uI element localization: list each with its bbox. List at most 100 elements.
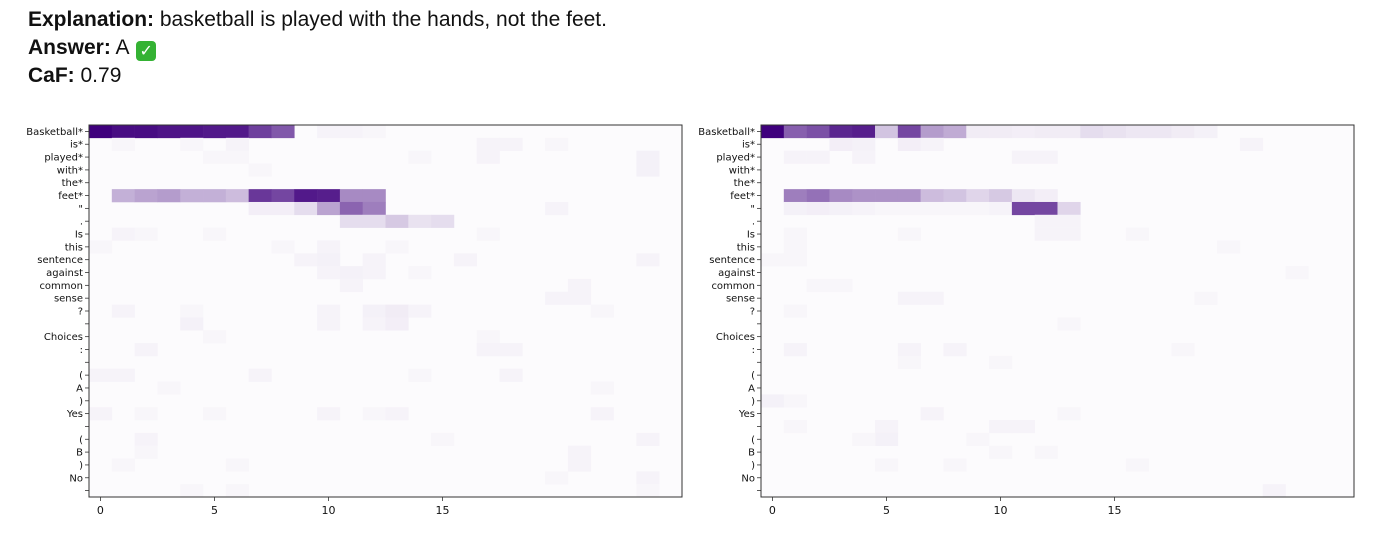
heatmap-cell: [567, 291, 592, 305]
x-tick-label: 10: [321, 504, 335, 517]
heatmap-cell: [806, 189, 830, 203]
heatmap-cell: [476, 150, 500, 164]
heatmap-cell: [431, 432, 455, 446]
heatmap-cell: [829, 125, 853, 139]
heatmap-cell: [875, 432, 899, 446]
heatmap-cell: [545, 137, 569, 151]
heatmap-cell: [203, 189, 227, 203]
heatmap-cell: [385, 240, 409, 254]
heatmap-cell: [920, 125, 944, 139]
x-tick-label: 0: [97, 504, 104, 517]
heatmap-cell: [966, 125, 990, 139]
x-tick-label: 5: [883, 504, 890, 517]
heatmap-cell: [852, 125, 876, 139]
heatmap-cell: [362, 304, 386, 318]
heatmap-cell: [476, 137, 500, 151]
heatmap-cell: [157, 189, 181, 203]
heatmap-cell: [829, 201, 853, 216]
heatmap-cell: [111, 137, 135, 151]
heatmap-cell: [590, 381, 614, 395]
y-tick-label: the*: [62, 178, 83, 189]
heatmap-cell: [989, 355, 1013, 370]
heatmap-cell: [1011, 201, 1035, 216]
heatmap-cell: [1125, 227, 1150, 241]
heatmap-cell: [897, 201, 921, 216]
heatmap-cell: [203, 125, 227, 139]
heatmap-cell: [339, 125, 363, 139]
y-tick-label: Yes: [66, 409, 83, 420]
heatmap-cell: [203, 330, 227, 344]
heatmap-cell: [248, 189, 272, 203]
heatmap-cell: [499, 368, 523, 382]
caf-label: CaF:: [28, 64, 75, 87]
heatmap-cell: [829, 137, 853, 151]
y-tick-label: A: [748, 383, 755, 394]
heatmap-cell: [783, 240, 807, 254]
heatmap-cell: [545, 201, 569, 216]
heatmap-cell: [636, 253, 660, 267]
heatmap-cell: [362, 125, 386, 139]
heatmap-cell: [636, 150, 660, 164]
heatmap-cell: [408, 214, 432, 228]
y-tick-label: Choices: [44, 332, 83, 343]
heatmap-cell: [1057, 201, 1081, 216]
y-tick-label: sentence: [37, 255, 83, 266]
heatmap-cell: [362, 266, 386, 280]
heatmap-cell: [806, 150, 830, 164]
heatmap-cell: [852, 201, 876, 216]
y-tick-label: :: [752, 345, 755, 356]
heatmap-cell: [1057, 227, 1081, 241]
y-tick-label: played*: [716, 153, 755, 164]
y-tick-label: ): [79, 396, 83, 407]
heatmap-cell: [567, 278, 592, 293]
heatmap-cell: [317, 240, 341, 254]
heatmap-cell: [157, 381, 181, 395]
heatmap-cell: [271, 201, 295, 216]
heatmap-cell: [180, 317, 204, 331]
heatmap-cell: [134, 125, 158, 139]
heatmap-cell: [1034, 150, 1058, 164]
heatmap-cell: [1194, 291, 1218, 305]
heatmap-cell: [943, 189, 967, 203]
heatmap-cell: [636, 432, 660, 446]
heatmap-cell: [1034, 201, 1058, 216]
heatmap-cell: [806, 125, 830, 139]
heatmap-cell: [89, 125, 113, 139]
heatmap-cell: [545, 471, 569, 485]
y-tick-label: against: [718, 268, 755, 279]
heatmap-cell: [897, 343, 921, 357]
heatmap-cell: [920, 137, 944, 151]
heatmap-cell: [362, 317, 386, 331]
y-tick-label: .: [752, 217, 755, 228]
heatmap-cell: [317, 189, 341, 203]
heatmap-cell: [783, 227, 807, 241]
heatmap-cell: [203, 227, 227, 241]
heatmap-cell: [1011, 150, 1035, 164]
heatmap-cell: [225, 137, 249, 151]
heatmap-cell: [134, 343, 158, 357]
heatmap-cell: [499, 137, 523, 151]
heatmap-cell: [783, 343, 807, 357]
heatmap-cell: [203, 407, 227, 421]
heatmap-cell: [271, 189, 295, 203]
heatmap-cell: [339, 201, 363, 216]
y-tick-label: No: [741, 473, 755, 484]
y-tick-label: .: [80, 217, 83, 228]
heatmap-cell: [339, 278, 363, 293]
heatmap-cell: [248, 201, 272, 216]
y-tick-label: sense: [726, 294, 755, 305]
heatmap-cell: [1171, 343, 1195, 357]
heatmap-cell: [943, 125, 967, 139]
heatmap-cell: [89, 407, 113, 421]
caf-line: CaF: 0.79: [28, 62, 607, 90]
y-tick-label: ?: [750, 307, 755, 318]
explanation-header: Explanation: basketball is played with t…: [28, 6, 607, 90]
heatmap-cell: [1285, 266, 1309, 280]
heatmap-cell: [897, 125, 921, 139]
heatmap-cell: [225, 150, 249, 164]
y-tick-label: B: [76, 448, 83, 459]
y-tick-label: Basketball*: [698, 127, 755, 138]
heatmap-cell: [385, 214, 409, 228]
y-tick-label: with*: [57, 165, 83, 176]
heatmap-cell: [783, 394, 807, 408]
